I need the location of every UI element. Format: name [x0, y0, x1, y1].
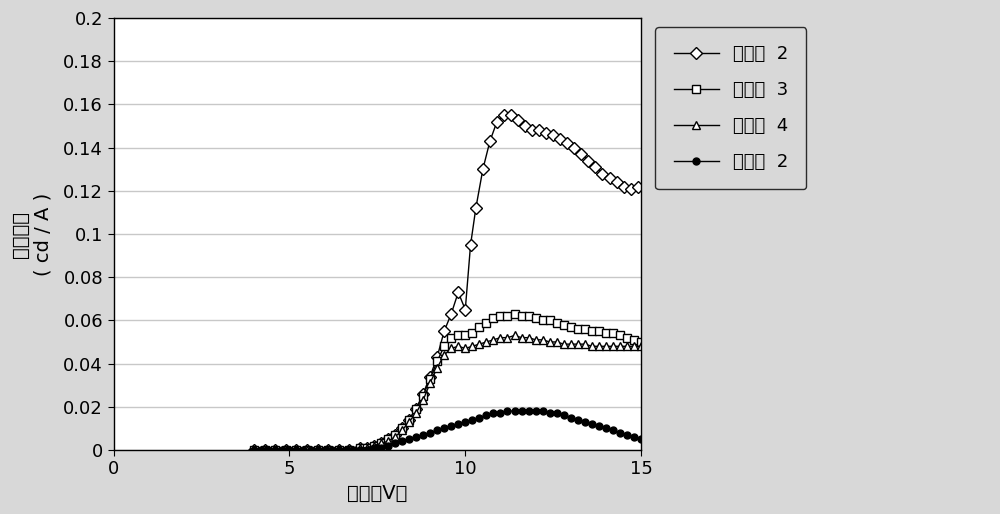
比较例  2 [389, 440, 401, 447]
实施例  3 [523, 313, 535, 319]
比较例  2 [487, 410, 499, 416]
实施例  4 [544, 339, 556, 345]
实施例  4 [628, 343, 640, 350]
实施例  4 [361, 445, 373, 451]
比较例  2 [466, 417, 478, 423]
Legend: 实施例  2, 实施例  3, 实施例  4, 比较例  2: 实施例 2, 实施例 3, 实施例 4, 比较例 2 [655, 27, 806, 190]
实施例  4 [523, 335, 535, 341]
实施例  4 [396, 428, 408, 434]
比较例  2 [501, 408, 513, 414]
实施例  2 [361, 445, 373, 451]
Line: 比较例  2: 比较例 2 [251, 408, 645, 453]
Line: 实施例  2: 实施例 2 [250, 111, 642, 454]
实施例  2 [498, 112, 510, 118]
实施例  3 [628, 337, 640, 343]
实施例  2 [540, 130, 552, 136]
实施例  2 [396, 425, 408, 431]
比较例  2 [635, 436, 647, 442]
实施例  4 [389, 434, 401, 440]
实施例  2 [519, 123, 531, 129]
比较例  2 [551, 410, 563, 416]
实施例  3 [509, 311, 521, 317]
实施例  3 [389, 432, 401, 438]
Line: 实施例  3: 实施例 3 [250, 310, 645, 454]
实施例  3 [544, 317, 556, 323]
实施例  2 [632, 183, 644, 190]
比较例  2 [509, 408, 521, 414]
Y-axis label: 电流效率
( cd / A ): 电流效率 ( cd / A ) [11, 192, 52, 276]
实施例  2 [625, 186, 637, 192]
比较例  2 [248, 447, 260, 453]
比较例  2 [255, 447, 267, 453]
实施例  3 [635, 339, 647, 345]
实施例  4 [635, 343, 647, 350]
实施例  2 [389, 432, 401, 438]
X-axis label: 电压（V）: 电压（V） [347, 484, 408, 503]
实施例  2 [248, 447, 260, 453]
实施例  3 [396, 425, 408, 431]
实施例  3 [248, 447, 260, 453]
实施例  3 [361, 445, 373, 451]
Line: 实施例  4: 实施例 4 [250, 332, 645, 454]
实施例  4 [248, 447, 260, 453]
实施例  4 [509, 333, 521, 339]
